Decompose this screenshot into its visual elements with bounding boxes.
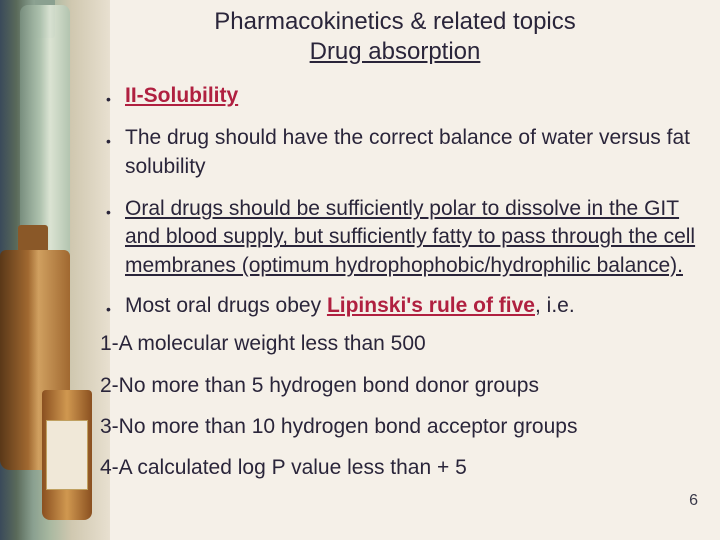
section-heading: II-Solubility [125,84,238,107]
slide-title-line1: Pharmacokinetics & related topics [88,8,702,36]
page-number: 6 [689,492,698,510]
rule-1: 1-A molecular weight less than 500 [100,330,702,357]
rule-3: 3-No more than 10 hydrogen bond acceptor… [100,413,702,440]
slide-content: Pharmacokinetics & related topics Drug a… [0,0,720,540]
rule-4: 4-A calculated log P value less than + 5 [100,454,702,481]
bullet-marker: • [106,302,113,316]
bullet-marker: • [106,134,113,148]
bullet-prefix: Most oral drugs obey [125,294,327,317]
bullet-text-plain: The drug should have the correct balance… [125,124,702,181]
bullet-4: • Most oral drugs obey Lipinski's rule o… [106,292,702,320]
bullet-text-underlined: Oral drugs should be sufficiently polar … [125,195,702,280]
rule-2: 2-No more than 5 hydrogen bond donor gro… [100,372,702,399]
bullet-marker: • [106,205,113,219]
bullet-3: • Oral drugs should be sufficiently pola… [106,195,702,280]
bullet-marker: • [106,92,113,106]
bullet-text-mixed: Most oral drugs obey Lipinski's rule of … [125,292,575,320]
slide-title-line2: Drug absorption [88,38,702,66]
underlined-text: Oral drugs should be sufficiently polar … [125,197,695,277]
bullet-suffix: , i.e. [535,294,575,317]
lipinski-highlight: Lipinski's rule of five [327,294,535,317]
bullet-1: • II-Solubility [106,82,702,110]
bullet-2: • The drug should have the correct balan… [106,124,702,181]
bullet-text-heading: II-Solubility [125,82,238,110]
